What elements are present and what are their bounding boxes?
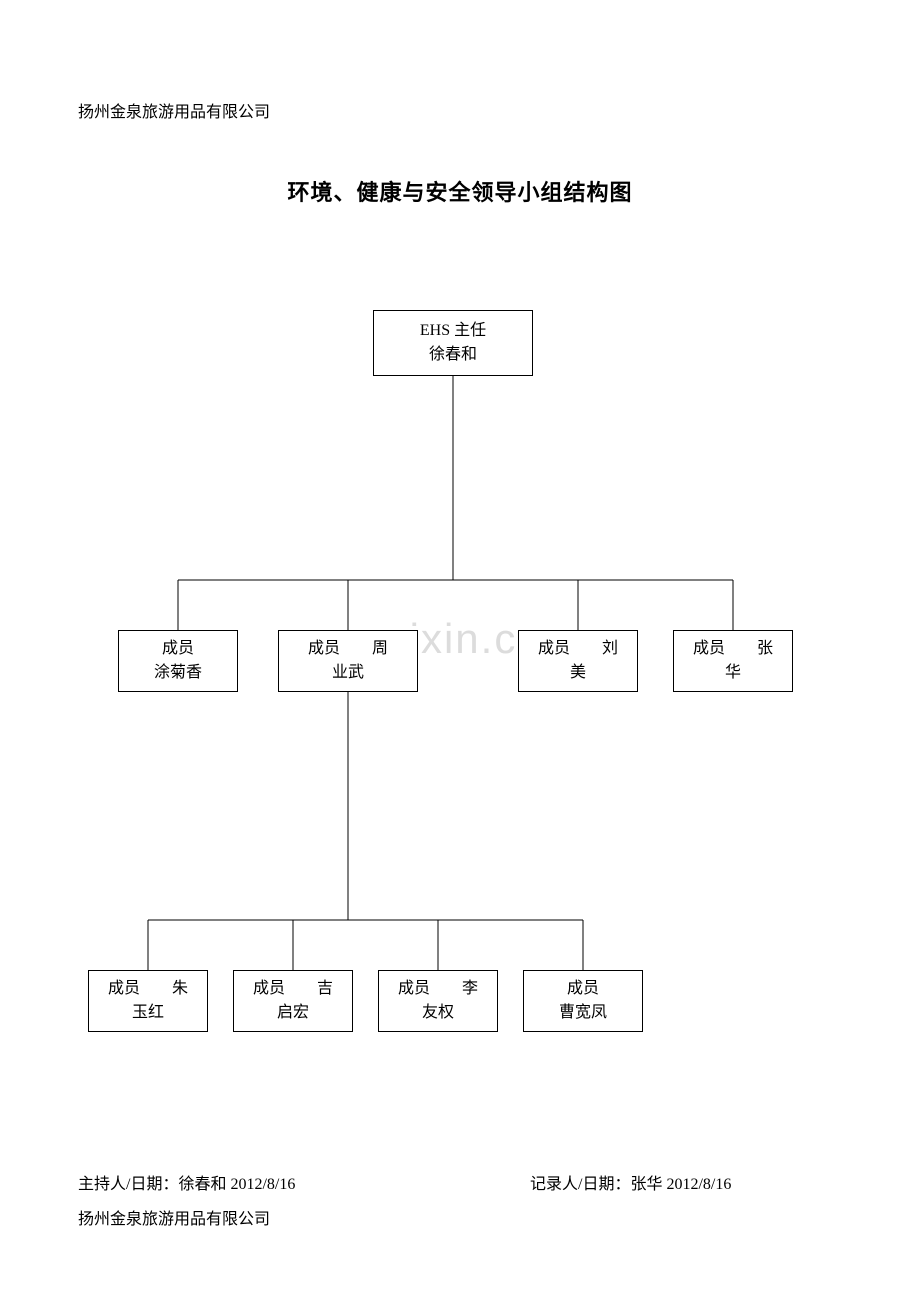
node-name: 徐春和 [429,343,477,367]
org-node-m2: 成员 周业武 [278,630,418,692]
node-name: 玉红 [132,1001,164,1025]
node-name: 业武 [332,661,364,685]
node-name: 涂菊香 [154,661,202,685]
node-name: 友权 [422,1001,454,1025]
node-role: 成员 吉 [253,977,333,1001]
org-node-s2: 成员 吉启宏 [233,970,353,1032]
node-name: 华 [725,661,741,685]
org-node-s4: 成员曹宽凤 [523,970,643,1032]
recorder-label: 记录人/日期： [530,1176,630,1193]
org-node-s3: 成员 李友权 [378,970,498,1032]
node-role: 成员 [567,977,599,1001]
node-role: 成员 李 [398,977,478,1001]
node-role: EHS 主任 [420,319,486,343]
org-node-root: EHS 主任徐春和 [373,310,533,376]
node-role: 成员 张 [693,637,773,661]
node-name: 曹宽凤 [559,1001,607,1025]
node-role: 成员 刘 [538,637,618,661]
node-role: 成员 [162,637,194,661]
recorder-value: 张华 2012/8/16 [630,1176,731,1193]
org-chart: EHS 主任徐春和成员涂菊香成员 周业武成员 刘美成员 张华成员 朱玉红成员 吉… [78,290,842,1050]
node-role: 成员 朱 [108,977,188,1001]
org-node-m4: 成员 张华 [673,630,793,692]
document-title: 环境、健康与安全领导小组结构图 [0,175,920,207]
host-label: 主持人/日期： [78,1176,178,1193]
company-header: 扬州金泉旅游用品有限公司 [78,98,270,122]
node-name: 美 [570,661,586,685]
host-value: 徐春和 2012/8/16 [178,1176,295,1193]
node-name: 启宏 [277,1001,309,1025]
footer-recorder: 记录人/日期：张华 2012/8/16 [530,1170,731,1194]
org-node-m1: 成员涂菊香 [118,630,238,692]
org-node-m3: 成员 刘美 [518,630,638,692]
node-role: 成员 周 [308,637,388,661]
footer-host: 主持人/日期：徐春和 2012/8/16 [78,1170,295,1194]
footer-company: 扬州金泉旅游用品有限公司 [78,1205,270,1229]
org-node-s1: 成员 朱玉红 [88,970,208,1032]
